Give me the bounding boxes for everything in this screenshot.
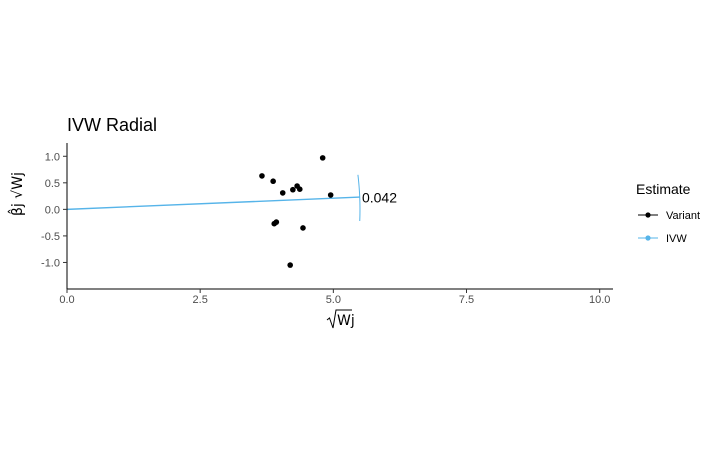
y-axis-title: β̂j √Wj xyxy=(7,172,26,216)
x-axis-title: Wj xyxy=(326,309,355,329)
x-axis-sqrt-sign xyxy=(326,309,352,329)
variant-point xyxy=(270,178,276,185)
x-axis-title-text: Wj xyxy=(337,313,355,329)
variant-point xyxy=(290,186,296,193)
variant-point xyxy=(279,190,286,196)
legend-ivw-marker xyxy=(645,235,651,241)
x-tick-label: 0.0 xyxy=(59,294,74,306)
variant-point xyxy=(300,225,306,231)
legend: Estimate Variant IVW xyxy=(636,181,700,245)
y-axis-title-text: β̂j √Wj xyxy=(7,172,26,216)
variant-point xyxy=(287,262,293,268)
legend-variant-label: Variant xyxy=(666,210,700,222)
y-axis-ticks: -1.0 -0.5 0.0 0.5 1.0 xyxy=(41,151,67,269)
legend-title: Estimate xyxy=(636,181,691,197)
ivw-radial-arc xyxy=(357,174,361,222)
variant-point xyxy=(259,173,265,179)
variant-point xyxy=(327,192,334,198)
y-tick-label: 0.0 xyxy=(45,204,60,216)
variant-point xyxy=(273,219,280,225)
legend-ivw-label: IVW xyxy=(666,233,687,245)
y-tick-label: 1.0 xyxy=(45,151,60,163)
chart-title: IVW Radial xyxy=(67,115,157,135)
x-tick-label: 5.0 xyxy=(326,294,341,306)
variant-point xyxy=(296,186,303,192)
x-axis-ticks: 0.0 2.5 5.0 7.5 10.0 xyxy=(59,289,610,306)
plot-area: 0.042 xyxy=(66,155,397,268)
y-tick-label: 0.5 xyxy=(45,178,60,190)
y-tick-label: -0.5 xyxy=(41,231,60,243)
x-tick-label: 7.5 xyxy=(459,294,474,306)
legend-variant-marker xyxy=(645,212,651,218)
variant-point xyxy=(319,155,326,161)
x-tick-label: 2.5 xyxy=(193,294,208,306)
x-tick-label: 10.0 xyxy=(589,294,610,306)
y-tick-label: -1.0 xyxy=(41,257,60,269)
ivw-line xyxy=(66,196,361,211)
ivw-estimate-label: 0.042 xyxy=(362,190,397,206)
